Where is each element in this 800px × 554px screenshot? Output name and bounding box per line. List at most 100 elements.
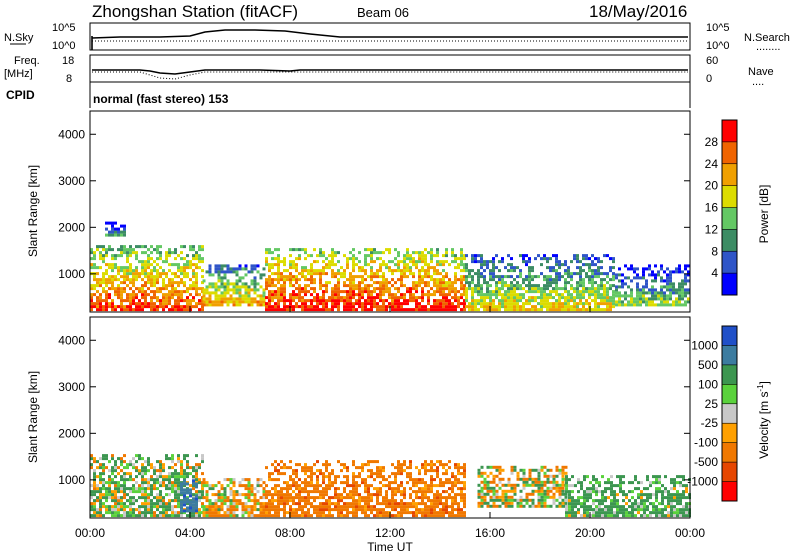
echo-cell bbox=[259, 484, 263, 488]
echo-cell bbox=[232, 297, 236, 301]
echo-cell bbox=[301, 466, 304, 470]
echo-cell bbox=[313, 272, 316, 276]
echo-cell bbox=[138, 287, 141, 291]
echo-cell bbox=[579, 281, 582, 285]
echo-cell bbox=[385, 284, 388, 288]
echo-cell bbox=[382, 499, 385, 503]
echo-cell bbox=[391, 302, 394, 306]
echo-cell bbox=[280, 308, 283, 312]
echo-cell bbox=[307, 481, 310, 485]
echo-cell bbox=[510, 471, 514, 475]
echo-cell bbox=[558, 278, 561, 282]
echo-cell bbox=[135, 454, 138, 458]
echo-cell bbox=[177, 269, 180, 273]
echo-cell bbox=[655, 514, 658, 518]
echo-cell bbox=[457, 305, 460, 309]
echo-cell bbox=[358, 305, 361, 309]
echo-cell bbox=[555, 489, 559, 493]
echo-cell bbox=[672, 303, 675, 307]
echo-cell bbox=[474, 257, 477, 261]
echo-cell bbox=[129, 305, 132, 309]
echo-cell bbox=[525, 483, 529, 487]
echo-cell bbox=[247, 294, 251, 298]
echo-cell bbox=[156, 496, 159, 500]
echo-cell bbox=[349, 484, 352, 488]
echo-cell bbox=[565, 487, 568, 491]
echo-cell bbox=[448, 302, 451, 306]
echo-cell bbox=[277, 305, 280, 309]
echo-cell bbox=[150, 484, 153, 488]
echo-cell bbox=[301, 290, 304, 294]
echo-cell bbox=[609, 287, 612, 291]
echo-cell bbox=[183, 500, 186, 504]
echo-cell bbox=[132, 484, 135, 488]
echo-cell bbox=[681, 291, 684, 295]
echo-cell bbox=[96, 281, 99, 285]
echo-cell bbox=[418, 269, 421, 273]
echo-cell bbox=[600, 299, 603, 303]
nsearch-tick-top: 10^5 bbox=[706, 22, 730, 34]
echo-cell bbox=[660, 267, 663, 271]
echo-cell bbox=[277, 508, 280, 512]
echo-cell bbox=[564, 308, 567, 312]
echo-cell bbox=[241, 505, 245, 509]
echo-cell bbox=[522, 287, 525, 291]
echo-cell bbox=[220, 300, 224, 304]
y-tick-label: 4000 bbox=[58, 127, 85, 141]
echo-cell bbox=[232, 270, 236, 274]
echo-cell bbox=[195, 293, 198, 297]
echo-cell bbox=[528, 275, 531, 279]
echo-cell bbox=[643, 514, 646, 518]
echo-cell bbox=[334, 287, 337, 291]
x-tick-label: 00:00 bbox=[75, 526, 105, 540]
echo-cell bbox=[552, 296, 555, 300]
echo-cell bbox=[310, 472, 313, 476]
echo-cell bbox=[567, 290, 570, 294]
echo-cell bbox=[183, 257, 186, 261]
echo-cell bbox=[465, 266, 468, 270]
echo-cell bbox=[525, 492, 529, 496]
echo-cell bbox=[522, 504, 526, 508]
echo-cell bbox=[676, 475, 679, 479]
echo-cell bbox=[292, 499, 295, 503]
echo-cell bbox=[111, 224, 114, 228]
echo-cell bbox=[678, 303, 681, 307]
echo-cell bbox=[147, 508, 150, 512]
echo-cell bbox=[310, 502, 313, 506]
echo-cell bbox=[174, 263, 177, 267]
echo-cell bbox=[271, 284, 274, 288]
echo-cell bbox=[379, 508, 382, 512]
echo-cell bbox=[373, 290, 376, 294]
echo-cell bbox=[220, 285, 224, 289]
echo-cell bbox=[132, 508, 135, 512]
echo-cell bbox=[340, 290, 343, 294]
echo-cell bbox=[397, 469, 400, 473]
echo-cell bbox=[615, 276, 618, 280]
colorbar-tick-label: 16 bbox=[705, 201, 719, 215]
echo-cell bbox=[373, 493, 376, 497]
echo-cell bbox=[120, 299, 123, 303]
echo-cell bbox=[555, 263, 558, 267]
echo-cell bbox=[289, 278, 292, 282]
echo-cell bbox=[129, 463, 132, 467]
echo-cell bbox=[129, 251, 132, 255]
echo-cell bbox=[183, 454, 186, 458]
echo-cell bbox=[501, 296, 504, 300]
echo-cell bbox=[235, 300, 239, 304]
echo-cell bbox=[373, 272, 376, 276]
echo-cell bbox=[454, 290, 457, 294]
echo-cell bbox=[409, 460, 412, 464]
echo-cell bbox=[298, 484, 301, 488]
echo-cell bbox=[168, 278, 171, 282]
echo-cell bbox=[457, 481, 460, 485]
echo-cell bbox=[492, 299, 495, 303]
echo-cell bbox=[591, 308, 594, 312]
echo-cell bbox=[673, 499, 676, 503]
echo-cell bbox=[397, 296, 400, 300]
echo-cell bbox=[436, 466, 439, 470]
echo-cell bbox=[636, 282, 639, 286]
echo-cell bbox=[400, 511, 403, 515]
echo-cell bbox=[265, 296, 268, 300]
echo-cell bbox=[355, 475, 358, 479]
echo-cell bbox=[388, 290, 391, 294]
